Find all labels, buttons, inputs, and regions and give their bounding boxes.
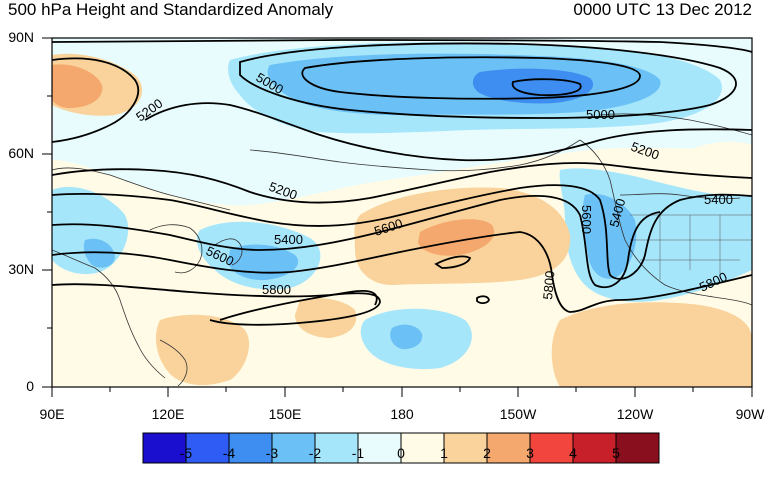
contour-label: 5800: [540, 270, 557, 300]
colorbar-swatch: [229, 433, 272, 463]
lat-label: 0: [26, 378, 34, 394]
coastlines: [52, 113, 752, 387]
borders: [630, 214, 752, 280]
lat-ticks: [42, 37, 52, 388]
colorbar-label: -5: [179, 445, 193, 461]
colorbar-label: 2: [483, 445, 491, 461]
contour-label: 5800: [262, 282, 291, 297]
colorbar-swatch: [358, 433, 401, 463]
contour-label: 5400: [274, 232, 303, 247]
colorbar-swatch: [272, 433, 315, 463]
lon-ticks: [51, 387, 753, 397]
colorbar-swatch: [401, 433, 444, 463]
lat-label: 90N: [8, 29, 34, 45]
colorbar-label: -2: [308, 445, 322, 461]
lon-label: 180: [390, 406, 414, 422]
map-title: 500 hPa Height and Standardized Anomaly: [8, 0, 334, 19]
colorbar-swatch: [143, 433, 186, 463]
colorbar-swatch: [616, 433, 659, 463]
colorbar-swatch: [186, 433, 229, 463]
lat-label: 60N: [8, 145, 34, 161]
lon-label: 120W: [616, 406, 654, 422]
colorbar: [142, 432, 660, 464]
colorbar-swatch: [530, 433, 573, 463]
colorbar-label: 5: [612, 445, 620, 461]
lon-label: 120E: [151, 406, 185, 422]
contour-label: 5400: [704, 192, 733, 207]
contour-label: 5600: [579, 205, 594, 234]
contour-label: 5400: [606, 197, 628, 229]
colorbar-label: -1: [351, 445, 365, 461]
colorbar-swatch: [573, 433, 616, 463]
colorbar-swatch: [444, 433, 487, 463]
lon-label: 150W: [499, 406, 537, 422]
colorbar-label: 0: [397, 445, 405, 461]
colorbar-label: 4: [569, 445, 577, 461]
lat-label: 30N: [8, 261, 34, 277]
lon-label: 90W: [735, 406, 765, 422]
colorbar-label: -4: [222, 445, 236, 461]
anomaly-field: [52, 38, 752, 387]
lon-label: 150E: [268, 406, 302, 422]
map-timestamp: 0000 UTC 13 Dec 2012: [573, 0, 752, 19]
colorbar-swatch: [487, 433, 530, 463]
lon-label: 90E: [39, 406, 65, 422]
colorbar-label: 1: [440, 445, 448, 461]
colorbar-label: -3: [265, 445, 279, 461]
colorbar-label: 3: [526, 445, 534, 461]
contour-label: 5000: [586, 107, 615, 122]
colorbar-swatch: [315, 433, 358, 463]
height-contours: [52, 39, 752, 326]
